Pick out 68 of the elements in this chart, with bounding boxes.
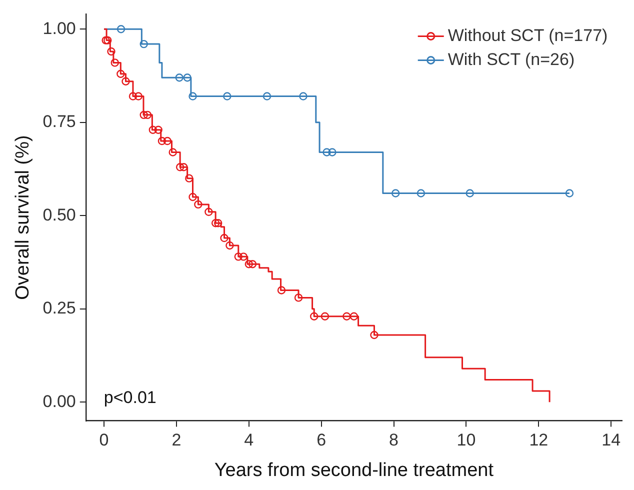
point (226, 241, 234, 250)
y-tick-label: 0.50 (42, 205, 76, 224)
point (204, 208, 213, 216)
point (194, 200, 202, 209)
point (134, 92, 143, 100)
point (310, 312, 318, 320)
x-tick-label: 2 (172, 430, 182, 450)
annotation: p<0.01 (104, 388, 156, 407)
point (244, 260, 253, 268)
point (262, 92, 272, 100)
y-tick-label: 0.75 (42, 112, 76, 132)
point (116, 70, 125, 78)
point (185, 174, 194, 182)
point (565, 189, 574, 198)
point (299, 92, 308, 100)
x-tick-label: 6 (316, 430, 326, 450)
point (110, 58, 119, 67)
point (214, 218, 222, 228)
point (122, 77, 130, 86)
x-axis-title: Years from second-line treatment (214, 460, 494, 481)
point (148, 126, 157, 134)
point (322, 148, 331, 156)
point (223, 92, 232, 100)
point (175, 74, 184, 82)
point (234, 252, 242, 261)
point (392, 189, 400, 198)
point (416, 189, 426, 198)
point (104, 36, 112, 44)
point (180, 163, 188, 172)
x-tick-label: 10 (456, 430, 476, 450)
point (294, 294, 303, 302)
point (248, 260, 257, 268)
legend-label: Without SCT (n=177) (448, 26, 608, 45)
x-tick-label: 12 (529, 430, 548, 450)
point (239, 252, 248, 261)
point (107, 47, 116, 56)
point (143, 110, 152, 120)
point (158, 136, 166, 146)
point (140, 40, 148, 48)
x-tick-label: 0 (99, 430, 109, 450)
x-tick-label: 8 (389, 430, 399, 450)
point (342, 312, 351, 320)
y-tick-label: 1.00 (42, 18, 76, 38)
point (163, 136, 172, 146)
point (211, 218, 220, 228)
point (220, 234, 228, 242)
point (140, 110, 148, 120)
point (102, 36, 110, 44)
point (176, 163, 184, 172)
point (188, 192, 197, 202)
y-axis-title: Overall survival (%) (12, 135, 34, 300)
y-tick-label: 0.25 (42, 298, 76, 318)
point (277, 286, 286, 294)
point (188, 92, 197, 100)
point (128, 92, 138, 100)
point (370, 330, 378, 340)
point (154, 126, 162, 134)
x-tick-label: 14 (602, 430, 621, 450)
point (350, 312, 358, 320)
point (183, 74, 192, 82)
point (168, 148, 177, 156)
point (466, 189, 474, 198)
y-tick-label: 0.00 (42, 392, 76, 411)
legend-label: With SCT (n=26) (448, 50, 575, 69)
point (328, 148, 336, 156)
point (320, 312, 330, 320)
x-tick-label: 4 (244, 430, 254, 450)
point (116, 25, 126, 34)
